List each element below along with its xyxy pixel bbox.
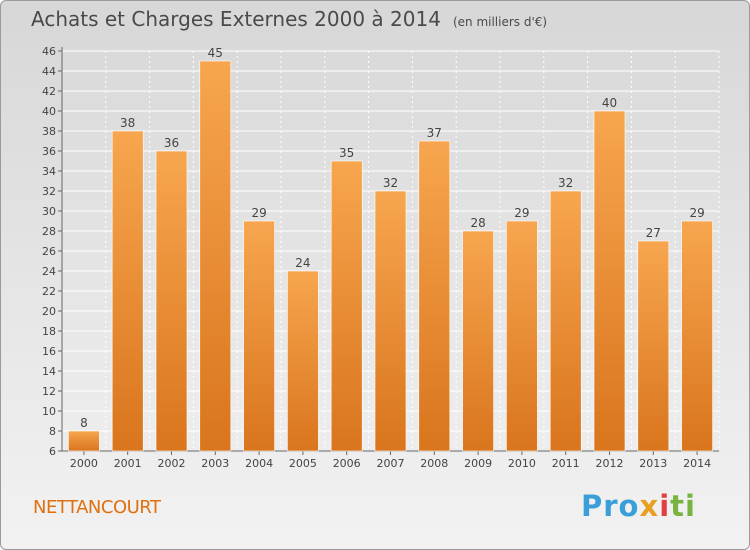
y-tick-label: 22 <box>42 285 56 298</box>
y-tick-label: 6 <box>49 445 56 458</box>
y-tick-label: 36 <box>42 145 56 158</box>
logo-part-2: x <box>639 489 660 523</box>
data-label: 29 <box>689 206 704 220</box>
data-label: 27 <box>646 226 661 240</box>
bar <box>330 160 363 452</box>
proxiti-logo[interactable]: Proxiti <box>581 489 696 523</box>
data-label: 38 <box>120 116 135 130</box>
bar <box>68 430 100 452</box>
bar <box>418 140 451 452</box>
data-label: 37 <box>427 126 442 140</box>
bar <box>287 270 319 452</box>
data-label: 35 <box>339 146 354 160</box>
y-tick-label: 32 <box>42 185 56 198</box>
x-tick-label: 2014 <box>683 457 711 470</box>
bar <box>111 130 144 452</box>
data-label: 40 <box>602 96 617 110</box>
y-tick-label: 16 <box>42 345 56 358</box>
bar <box>155 150 188 452</box>
x-tick-label: 2003 <box>201 457 229 470</box>
y-tick-label: 8 <box>49 425 56 438</box>
x-tick-label: 2011 <box>552 457 580 470</box>
y-tick-label: 24 <box>42 265 56 278</box>
y-tick-label: 44 <box>42 65 56 78</box>
y-tick-label: 12 <box>42 385 56 398</box>
bar <box>549 190 582 452</box>
chart-title-text: Achats et Charges Externes 2000 à 2014 <box>31 7 441 31</box>
data-label: 45 <box>208 46 223 60</box>
bar <box>681 220 713 452</box>
x-tick-label: 2007 <box>377 457 405 470</box>
x-tick-label: 2012 <box>596 457 624 470</box>
x-tick-label: 2004 <box>245 457 273 470</box>
bar <box>506 220 538 452</box>
data-label: 29 <box>251 206 266 220</box>
bar <box>243 220 275 452</box>
x-tick-label: 2001 <box>114 457 142 470</box>
logo-part-3: i <box>659 489 671 523</box>
bar <box>374 190 407 452</box>
y-tick-label: 14 <box>42 365 56 378</box>
y-tick-label: 30 <box>42 205 56 218</box>
data-label: 32 <box>383 176 398 190</box>
x-tick-label: 2013 <box>639 457 667 470</box>
bars <box>68 60 713 452</box>
y-tick-label: 42 <box>42 85 56 98</box>
y-tick-label: 26 <box>42 245 56 258</box>
x-tick-label: 2010 <box>508 457 536 470</box>
data-label: 8 <box>80 416 88 430</box>
logo-part-1: Pro <box>581 489 640 523</box>
data-label: 36 <box>164 136 179 150</box>
y-tick-label: 34 <box>42 165 56 178</box>
location-label: NETTANCOURT <box>33 497 161 518</box>
bar <box>199 60 232 452</box>
x-tick-label: 2002 <box>158 457 186 470</box>
x-tick-label: 2006 <box>333 457 361 470</box>
y-tick-label: 18 <box>42 325 56 338</box>
y-tick-label: 40 <box>42 105 56 118</box>
axes: 6 8 10 12 14 16 18 20 22 24 26 28 30 32 34 36 38 40 42 44 46… <box>42 45 719 470</box>
y-tick-label: 20 <box>42 305 56 318</box>
y-tick-label: 38 <box>42 125 56 138</box>
bar <box>462 230 494 452</box>
y-tick-label: 28 <box>42 225 56 238</box>
y-tick-label: 46 <box>42 45 56 58</box>
data-label: 28 <box>470 216 485 230</box>
logo-part-4: ti <box>670 489 696 523</box>
chart-title: Achats et Charges Externes 2000 à 2014 (e… <box>31 7 547 31</box>
x-tick-label: 2009 <box>464 457 492 470</box>
y-tick-label: 10 <box>42 405 56 418</box>
data-label: 32 <box>558 176 573 190</box>
x-tick-label: 2000 <box>70 457 98 470</box>
bar <box>593 110 626 452</box>
data-labels: 8 38 36 45 29 24 35 32 37 28 29 32 40 27 29 <box>80 46 705 430</box>
chart-subtitle: (en milliers d'€) <box>452 15 548 29</box>
data-label: 29 <box>514 206 529 220</box>
x-tick-label: 2005 <box>289 457 317 470</box>
x-tick-label: 2008 <box>420 457 448 470</box>
data-label: 24 <box>295 256 310 270</box>
bar <box>637 240 670 452</box>
